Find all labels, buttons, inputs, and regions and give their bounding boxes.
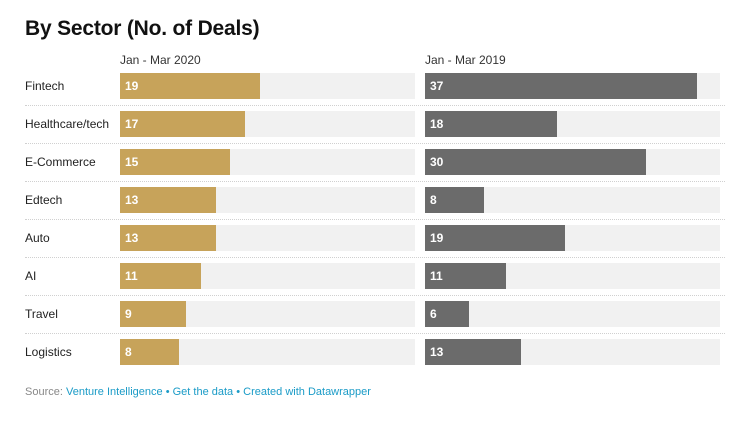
bar-value-label: 8 [125, 345, 132, 359]
category-label: E-Commerce [25, 155, 96, 169]
bar-track: 6 [425, 301, 720, 327]
bar [120, 301, 186, 327]
series-header-1: Jan - Mar 2019 [425, 53, 506, 67]
bar-track: 9 [120, 301, 415, 327]
row-divider [25, 257, 725, 258]
row-divider [25, 105, 725, 106]
bar [120, 263, 201, 289]
bar-track: 13 [120, 225, 415, 251]
bar-value-label: 11 [430, 269, 443, 283]
bar [120, 225, 216, 251]
bar-value-label: 18 [430, 117, 444, 131]
category-label: Edtech [25, 193, 63, 207]
bar-track: 37 [425, 73, 720, 99]
bar [120, 73, 260, 99]
bar-track: 15 [120, 149, 415, 175]
chart-footer: Source: Venture Intelligence • Get the d… [25, 386, 371, 398]
category-label: Healthcare/tech [25, 117, 110, 131]
bar [425, 73, 697, 99]
bar-track: 19 [120, 73, 415, 99]
bar-track: 13 [425, 339, 720, 365]
footer-separator: • [236, 386, 241, 398]
get-data-link[interactable]: Get the data [172, 386, 234, 398]
bar [120, 111, 245, 137]
bar-value-label: 8 [430, 193, 437, 207]
bar [425, 149, 646, 175]
bar-value-label: 9 [125, 307, 132, 321]
bar-value-label: 30 [430, 155, 444, 169]
bar-value-label: 19 [430, 231, 444, 245]
bar [425, 187, 484, 213]
category-label: Auto [25, 231, 50, 245]
bar [425, 301, 469, 327]
bar [425, 111, 557, 137]
category-label: AI [25, 269, 37, 283]
bar [120, 339, 179, 365]
bar-value-label: 19 [125, 79, 139, 93]
bar [120, 149, 230, 175]
category-label: Fintech [25, 79, 65, 93]
row-divider [25, 143, 725, 144]
source-label: Source: [25, 386, 63, 398]
bar [425, 339, 521, 365]
bar-value-label: 11 [125, 269, 138, 283]
row-divider [25, 295, 725, 296]
bar-value-label: 15 [125, 155, 139, 169]
bar-value-label: 13 [125, 193, 139, 207]
footer-separator: • [165, 386, 170, 398]
bar-value-label: 13 [125, 231, 139, 245]
bar-track: 18 [425, 111, 720, 137]
bar-track: 13 [120, 187, 415, 213]
bar-track: 30 [425, 149, 720, 175]
bar-track: 8 [425, 187, 720, 213]
row-divider [25, 181, 725, 182]
series-header-0: Jan - Mar 2020 [120, 53, 201, 67]
bar-track: 11 [120, 263, 415, 289]
bar-track: 8 [120, 339, 415, 365]
chart-title: By Sector (No. of Deals) [25, 17, 260, 40]
bar-value-label: 17 [125, 117, 139, 131]
bar-value-label: 13 [430, 345, 444, 359]
bar-track: 19 [425, 225, 720, 251]
datawrapper-credit-link[interactable]: Created with Datawrapper [243, 386, 371, 398]
row-divider [25, 333, 725, 334]
bar [425, 263, 506, 289]
bar-value-label: 37 [430, 79, 444, 93]
category-label: Travel [25, 307, 58, 321]
bar-track: 17 [120, 111, 415, 137]
bar [120, 187, 216, 213]
bar-value-label: 6 [430, 307, 437, 321]
source-link[interactable]: Venture Intelligence [65, 386, 163, 398]
row-divider [25, 219, 725, 220]
bar-track: 11 [425, 263, 720, 289]
bar [425, 225, 565, 251]
category-label: Logistics [25, 345, 72, 359]
